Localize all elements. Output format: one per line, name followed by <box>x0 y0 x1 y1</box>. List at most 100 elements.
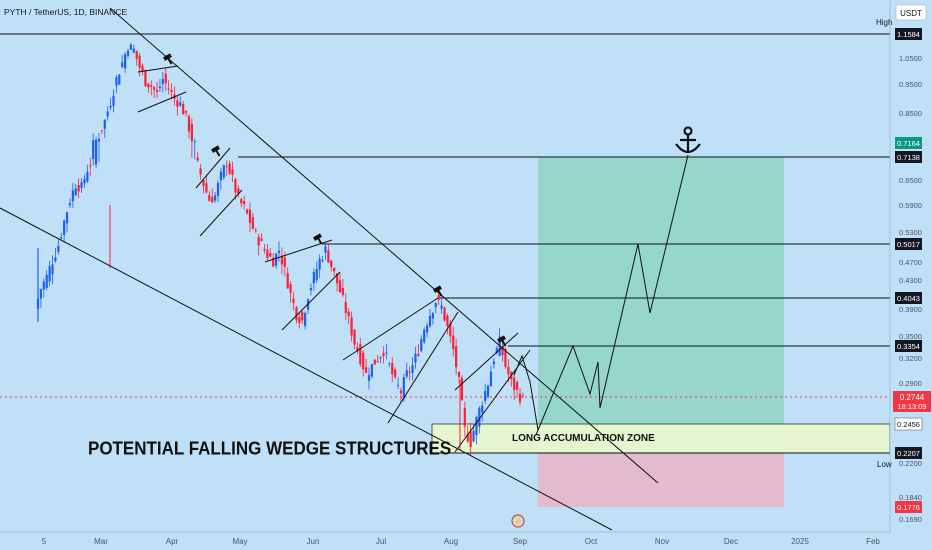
candle-body <box>205 183 208 193</box>
pattern-annotation: POTENTIAL FALLING WEDGE STRUCTURES <box>88 438 451 459</box>
candle-body <box>417 354 420 356</box>
candle-body <box>184 110 188 113</box>
candle-body <box>379 357 382 359</box>
candle-body <box>335 273 339 284</box>
candle-body <box>48 266 51 282</box>
candle-body <box>437 295 440 300</box>
candle-body <box>112 95 115 106</box>
date-tick-labels: 5 Mar Apr May Jun Jul Aug Sep Oct Nov Dec 2025 Feb <box>42 537 881 546</box>
candle-body <box>463 407 466 427</box>
candle-body <box>83 178 86 184</box>
date-tick: May <box>232 537 247 546</box>
candle-body <box>338 280 342 293</box>
price-tick: 0.6500 <box>899 176 922 185</box>
candle-body <box>68 203 72 206</box>
candle-body <box>455 345 458 368</box>
candle-body <box>507 367 510 375</box>
candle-body <box>312 271 315 284</box>
candle-body <box>161 79 164 84</box>
candle-body <box>376 361 379 363</box>
candle-body <box>150 85 153 87</box>
candle-body <box>228 163 231 174</box>
accumulation-zone <box>431 423 891 454</box>
level-tag <box>894 417 923 431</box>
candle-body <box>231 169 234 175</box>
price-tick: 1.0500 <box>899 54 922 63</box>
date-tick: Aug <box>444 537 458 546</box>
candle-body <box>420 339 423 351</box>
candle-body <box>402 377 405 399</box>
candle-body <box>199 168 202 175</box>
candle-body <box>254 230 257 232</box>
date-tick: 5 <box>42 537 47 546</box>
date-tick: 2025 <box>791 537 809 546</box>
price-tick: 0.4700 <box>899 258 922 267</box>
level-tag-label: 0.1776 <box>897 503 920 512</box>
hammer-icon <box>211 145 221 157</box>
price-tick-labels: 1.0500 0.9500 0.8500 0.6500 0.5900 0.5300 0.47… <box>899 54 922 524</box>
candle-body <box>153 87 156 90</box>
level-tag <box>895 137 922 149</box>
wedge-1-top <box>137 65 179 73</box>
candle-body <box>63 220 66 236</box>
candle-body <box>92 140 95 160</box>
candle-body <box>277 250 281 253</box>
candle-body <box>449 323 452 337</box>
date-tick: Apr <box>166 537 179 546</box>
candle-body <box>327 250 330 263</box>
candle-body <box>121 62 124 67</box>
currency-button[interactable] <box>895 4 927 21</box>
candle-body <box>440 305 443 309</box>
price-tick: 0.1840 <box>899 493 922 502</box>
candle-body <box>219 171 223 181</box>
candle-body <box>411 365 414 373</box>
candle-body <box>176 100 179 107</box>
candle-body <box>394 369 397 378</box>
candle-body <box>190 123 193 141</box>
wedge-2-top <box>195 147 231 189</box>
level-tag <box>895 501 922 513</box>
candle-body <box>304 312 307 326</box>
candle-body <box>141 65 144 72</box>
candle-body <box>399 390 403 394</box>
candle-body <box>42 281 45 290</box>
candle-body <box>423 329 426 343</box>
date-tick: Oct <box>585 537 598 546</box>
currency-label[interactable]: USDT <box>900 9 922 18</box>
candle-body <box>138 55 141 68</box>
candle-body <box>289 284 292 293</box>
wedge-5-top <box>454 332 519 391</box>
candle-body <box>385 352 388 354</box>
candle-body <box>167 88 170 90</box>
candle-body <box>301 311 304 321</box>
candle-body <box>214 195 217 201</box>
hammer-icon <box>497 335 507 347</box>
candle-body <box>457 371 461 377</box>
candle-body <box>472 430 475 442</box>
candle-body <box>222 165 225 178</box>
event-icon[interactable] <box>511 514 525 528</box>
candle-body <box>202 180 205 187</box>
candle-body <box>469 431 472 448</box>
candle-body <box>86 171 89 182</box>
candle-body <box>266 249 269 259</box>
candle-body <box>211 197 214 203</box>
candle-body <box>71 190 74 202</box>
price-tick: 0.2200 <box>899 459 922 468</box>
price-tick: 0.4300 <box>899 276 922 285</box>
projection-lead <box>513 354 539 431</box>
wedge-4-bottom <box>387 311 459 424</box>
candle-body <box>428 315 432 327</box>
wedge-1-bottom <box>137 91 187 113</box>
candle-body <box>452 335 455 350</box>
level-tag-label: 0.5017 <box>897 240 920 249</box>
target-zone <box>538 157 784 424</box>
candle-body <box>158 86 162 89</box>
candle-body <box>295 307 298 321</box>
candle-body <box>100 130 103 132</box>
price-tick: 0.9500 <box>899 80 922 89</box>
candle-body <box>388 363 391 365</box>
anchor-icon <box>675 126 701 154</box>
candle-body <box>513 377 516 391</box>
date-tick: Jul <box>376 537 386 546</box>
